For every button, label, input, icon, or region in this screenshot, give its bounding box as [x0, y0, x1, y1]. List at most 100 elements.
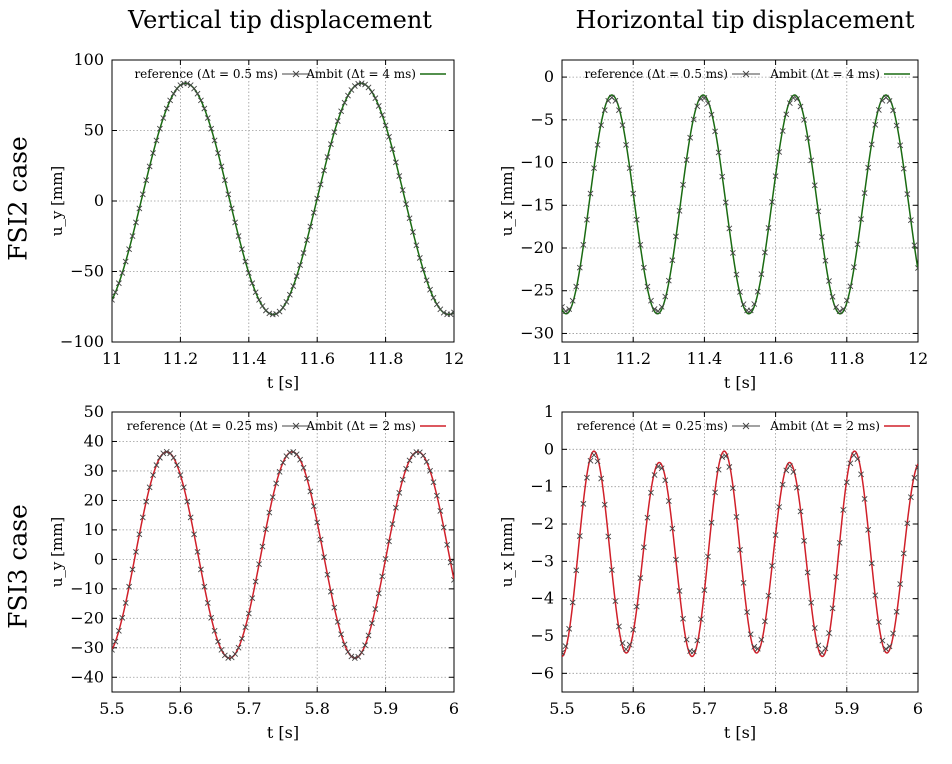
- reference-point: [740, 301, 747, 308]
- reference-point: [836, 539, 843, 546]
- reference-point: [886, 643, 893, 650]
- y-tick-label: −4: [530, 589, 554, 608]
- reference-point: [719, 454, 726, 460]
- reference-point: [283, 298, 290, 305]
- x-tick-label: 11.6: [758, 349, 794, 368]
- reference-point: [112, 646, 115, 653]
- reference-point: [355, 653, 362, 660]
- reference-point: [779, 128, 786, 134]
- y-tick-label: −10: [70, 579, 104, 598]
- reference-point: [822, 645, 829, 652]
- reference-point: [640, 544, 647, 551]
- reference-point: [786, 100, 793, 107]
- reference-point: [239, 635, 245, 642]
- reference-point: [758, 636, 765, 643]
- reference-point: [369, 89, 375, 95]
- reference-point: [286, 291, 293, 298]
- reference-point: [612, 97, 619, 104]
- reference-point: [345, 648, 351, 655]
- reference-point: [170, 454, 177, 461]
- reference-point: [112, 296, 115, 303]
- reference-point: [156, 125, 163, 132]
- reference-point: [310, 503, 317, 510]
- reference-point: [198, 97, 204, 104]
- reference-point: [769, 199, 775, 205]
- reference-point: [314, 195, 321, 202]
- legend-label-reference: reference (Δt = 0.5 ms): [134, 67, 278, 81]
- reference-point: [392, 159, 399, 166]
- reference-point: [126, 246, 133, 253]
- y-axis-label: u_y [mm]: [48, 517, 66, 588]
- reference-point: [676, 588, 683, 594]
- reference-point: [399, 187, 406, 193]
- reference-point: [765, 592, 772, 599]
- reference-point: [744, 609, 751, 616]
- reference-point: [705, 100, 711, 107]
- reference-point: [619, 640, 626, 646]
- reference-point: [594, 458, 601, 465]
- x-axis-label: t [s]: [724, 373, 756, 392]
- y-tick-label: −30: [70, 638, 104, 657]
- reference-point: [865, 164, 872, 171]
- reference-point: [694, 103, 701, 110]
- reference-point: [290, 283, 297, 289]
- reference-point: [300, 464, 307, 471]
- reference-point: [865, 526, 872, 533]
- y-tick-label: −1: [530, 477, 554, 496]
- reference-point: [868, 141, 875, 148]
- x-tick-label: 11.2: [615, 349, 651, 368]
- reference-point: [705, 553, 711, 560]
- reference-point: [623, 141, 629, 148]
- reference-point: [562, 308, 569, 315]
- reference-point: [225, 191, 232, 198]
- reference-point: [122, 258, 129, 265]
- reference-point: [697, 96, 704, 102]
- reference-point: [215, 150, 221, 157]
- grid: [562, 60, 918, 342]
- reference-point: [591, 452, 597, 458]
- reference-point: [399, 476, 406, 483]
- legend: reference (Δt = 0.25 ms) Ambit (Δt = 2 ms…: [577, 419, 910, 433]
- reference-point: [683, 636, 690, 643]
- y-tick-label: −100: [60, 332, 104, 351]
- reference-point: [612, 598, 619, 605]
- reference-point: [729, 485, 736, 492]
- reference-point: [598, 475, 605, 482]
- reference-point: [808, 157, 815, 164]
- y-tick-label: −6: [530, 663, 554, 682]
- reference-point: [136, 531, 143, 538]
- reference-point: [811, 625, 818, 632]
- reference-point: [875, 619, 882, 625]
- reference-point: [904, 520, 911, 527]
- reference-point: [808, 599, 815, 606]
- reference-point: [269, 494, 276, 501]
- reference-point: [375, 590, 382, 597]
- reference-point: [623, 646, 629, 653]
- reference-point: [433, 301, 440, 308]
- reference-point: [150, 150, 156, 157]
- reference-point: [733, 271, 740, 278]
- y-tick-label: 0: [94, 191, 104, 210]
- x-tick-label: 5.8: [763, 699, 788, 718]
- y-axis-label: u_x [mm]: [498, 517, 516, 588]
- reference-point: [420, 266, 427, 273]
- reference-point: [851, 264, 857, 271]
- y-tick-label: −2: [530, 514, 554, 533]
- y-tick-label: 1: [544, 402, 554, 421]
- reference-point: [637, 575, 644, 581]
- reference-point: [598, 122, 605, 129]
- reference-point: [245, 610, 252, 617]
- y-tick-label: −40: [70, 667, 104, 686]
- reference-point: [701, 587, 708, 594]
- x-tick-label: 6: [449, 699, 459, 718]
- reference-point: [403, 201, 410, 208]
- reference-point: [423, 458, 430, 465]
- x-tick-label: 5.7: [692, 699, 717, 718]
- reference-point: [266, 310, 273, 317]
- y-tick-label: −20: [520, 238, 554, 257]
- reference-point: [365, 84, 372, 91]
- reference-point: [697, 616, 704, 623]
- reference-point: [177, 82, 184, 89]
- reference-point: [334, 118, 341, 125]
- reference-point: [573, 283, 580, 290]
